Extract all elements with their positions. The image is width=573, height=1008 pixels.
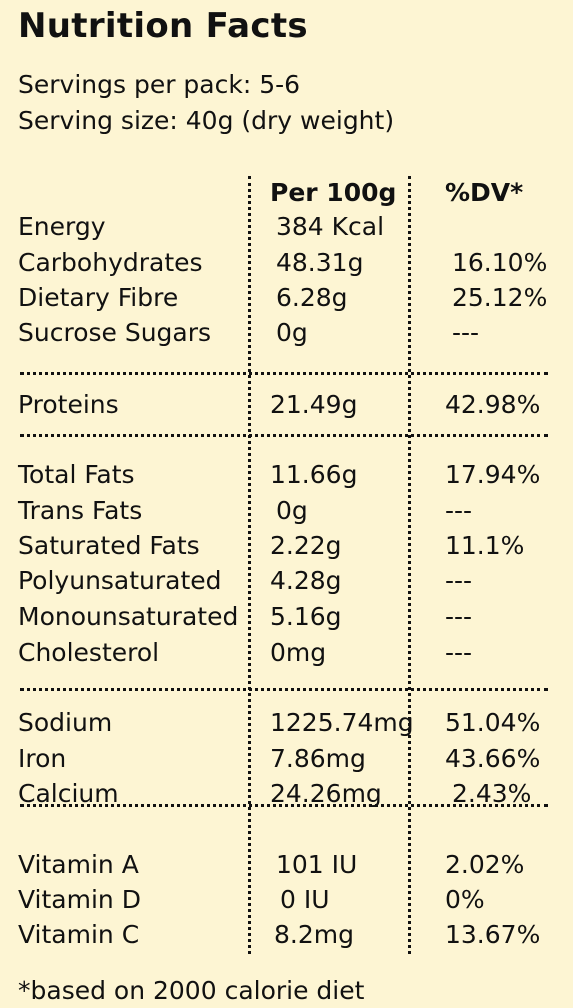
nutrient-dv: 11.1% xyxy=(445,531,525,560)
nutrient-per-100g: 0mg xyxy=(270,638,327,667)
nutrient-per-100g: 2.22g xyxy=(270,531,342,560)
nutrient-per-100g: 1225.74mg xyxy=(270,708,414,737)
nutrient-per-100g: 21.49g xyxy=(270,390,358,419)
nutrient-name: Vitamin C xyxy=(18,920,140,949)
nutrient-name: Vitamin A xyxy=(18,850,139,879)
nutrient-dv: 2.43% xyxy=(452,779,532,808)
nutrient-dv: 17.94% xyxy=(445,460,541,489)
nutrient-name: Vitamin D xyxy=(18,885,141,914)
nutrient-dv: 42.98% xyxy=(445,390,541,419)
nutrient-per-100g: 0g xyxy=(276,496,308,525)
column-header-dv: %DV* xyxy=(445,178,524,207)
nutrient-name: Polyunsaturated xyxy=(18,566,222,595)
nutrient-per-100g: 7.86mg xyxy=(270,744,366,773)
nutrient-name: Sodium xyxy=(18,708,113,737)
nutrient-per-100g: 0g xyxy=(276,318,308,347)
nutrient-name: Calcium xyxy=(18,779,119,808)
column-header-per-100g: Per 100g xyxy=(270,178,397,207)
nutrient-name: Iron xyxy=(18,744,67,773)
nutrient-dv: 16.10% xyxy=(452,248,548,277)
nutrient-per-100g: 0 IU xyxy=(280,885,330,914)
section-divider xyxy=(20,372,548,375)
nutrient-dv: --- xyxy=(445,602,473,631)
nutrient-dv: --- xyxy=(452,318,480,347)
nutrient-name: Sucrose Sugars xyxy=(18,318,212,347)
nutrient-per-100g: 5.16g xyxy=(270,602,342,631)
nutrient-per-100g: 384 Kcal xyxy=(276,212,385,241)
nutrient-name: Saturated Fats xyxy=(18,531,200,560)
section-divider xyxy=(20,804,548,807)
nutrient-name: Dietary Fibre xyxy=(18,283,179,312)
nutrient-per-100g: 48.31g xyxy=(276,248,364,277)
nutrient-name: Trans Fats xyxy=(18,496,143,525)
nutrient-per-100g: 8.2mg xyxy=(274,920,354,949)
nutrient-name: Monounsaturated xyxy=(18,602,239,631)
section-divider xyxy=(20,688,548,691)
column-divider-left xyxy=(248,176,251,954)
nutrient-dv: 13.67% xyxy=(445,920,541,949)
nutrient-per-100g: 101 IU xyxy=(276,850,358,879)
nutrient-name: Energy xyxy=(18,212,106,241)
serving-size: Serving size: 40g (dry weight) xyxy=(18,106,395,135)
nutrient-dv: 2.02% xyxy=(445,850,525,879)
nutrient-dv: 0% xyxy=(445,885,485,914)
servings-per-pack: Servings per pack: 5-6 xyxy=(18,70,301,99)
nutrient-dv: --- xyxy=(445,566,473,595)
nutrient-per-100g: 6.28g xyxy=(276,283,348,312)
nutrient-dv: --- xyxy=(445,638,473,667)
nutrient-name: Cholesterol xyxy=(18,638,160,667)
nutrient-dv: 25.12% xyxy=(452,283,548,312)
nutrient-per-100g: 4.28g xyxy=(270,566,342,595)
nutrient-per-100g: 11.66g xyxy=(270,460,358,489)
column-divider-right xyxy=(408,176,411,954)
nutrient-dv: --- xyxy=(445,496,473,525)
nutrient-dv: 51.04% xyxy=(445,708,541,737)
nutrient-dv: 43.66% xyxy=(445,744,541,773)
nutrient-name: Total Fats xyxy=(18,460,135,489)
section-divider xyxy=(20,434,548,437)
page-title: Nutrition Facts xyxy=(18,6,308,46)
footnote: *based on 2000 calorie diet xyxy=(18,976,365,1005)
nutrient-per-100g: 24.26mg xyxy=(270,779,382,808)
nutrient-name: Proteins xyxy=(18,390,119,419)
nutrient-name: Carbohydrates xyxy=(18,248,203,277)
